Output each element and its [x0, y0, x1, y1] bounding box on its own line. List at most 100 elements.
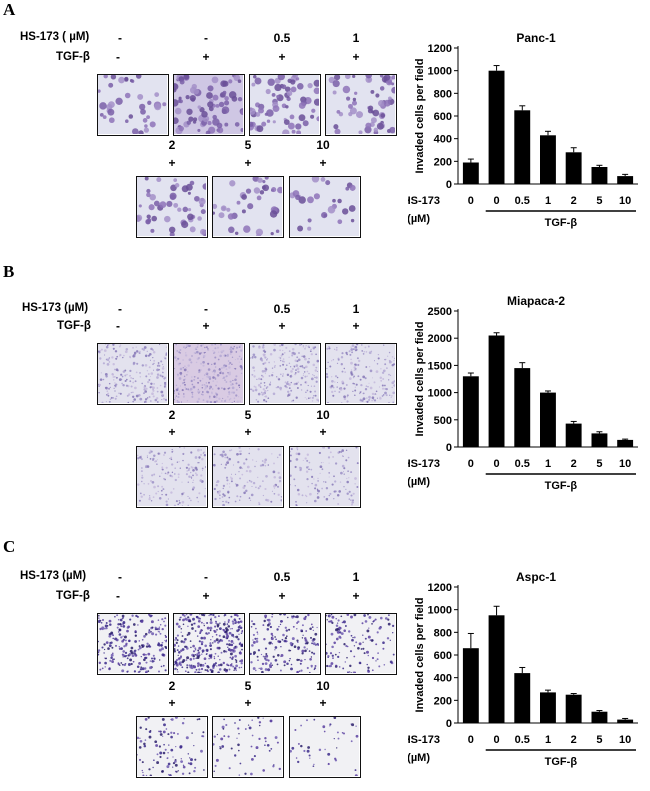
micrograph	[136, 716, 208, 778]
hs173-dose: -	[204, 31, 208, 45]
micrograph	[289, 176, 361, 238]
micrograph	[249, 343, 321, 405]
x-tick-label: 10	[619, 458, 631, 470]
y-tick-label: 1200	[428, 582, 452, 594]
tgf-beta-sign: +	[278, 50, 286, 64]
bar	[591, 167, 608, 184]
micrograph	[249, 613, 321, 675]
bar	[565, 152, 582, 184]
tgf-beta-sign: +	[168, 696, 176, 710]
tgf-beta-sign: +	[244, 696, 252, 710]
hs173-dose: 0.5	[273, 570, 291, 584]
x-tick-label: 0.5	[515, 458, 530, 470]
chart-title: Aspc-1	[516, 571, 556, 584]
x-tick-label: 5	[596, 734, 602, 746]
x-row-label: HS-173	[408, 195, 440, 207]
tgf-beta-sign: +	[278, 319, 286, 333]
hs173-dose: -	[204, 302, 208, 316]
tgf-beta-sign: +	[319, 425, 327, 439]
tgf-beta-label: TGF-β	[57, 320, 91, 332]
x-tick-label: 1	[545, 195, 551, 207]
x-tick-label: 0	[468, 458, 474, 470]
micrograph	[325, 74, 397, 136]
x-tick-label: 0	[494, 195, 500, 207]
hs173-dose: -	[118, 570, 122, 584]
y-tick-label: 600	[434, 111, 452, 123]
hs173-dose: 5	[244, 679, 252, 693]
chart-title: Panc-1	[516, 32, 556, 45]
x-tick-label: 10	[619, 734, 631, 746]
tgf-beta-sign: +	[244, 156, 252, 170]
y-tick-label: 2500	[428, 306, 452, 318]
y-tick-label: 400	[434, 134, 452, 146]
tgf-beta-sign: +	[319, 696, 327, 710]
x-tick-label: 0.5	[515, 734, 530, 746]
bar	[565, 694, 582, 723]
micrograph	[136, 176, 208, 238]
tgf-beta-sign: +	[202, 319, 210, 333]
bar	[488, 70, 505, 184]
x-tick-label: 2	[571, 195, 577, 207]
y-axis-label: Invaded cells per field	[414, 598, 426, 713]
x-tick-label: 5	[596, 458, 602, 470]
y-tick-label: 0	[446, 179, 452, 191]
micrograph	[97, 613, 169, 675]
y-tick-label: 2000	[428, 333, 452, 345]
micrograph	[136, 446, 208, 508]
tgf-beta-sign: +	[352, 50, 360, 64]
micrograph	[212, 716, 284, 778]
panel-letter: B	[3, 262, 15, 281]
hs173-dose: 10	[316, 138, 330, 152]
tgf-group-label: TGF-β	[545, 480, 578, 492]
bar	[617, 719, 634, 723]
y-tick-label: 400	[434, 673, 452, 685]
tgf-group-label: TGF-β	[545, 217, 578, 229]
tgf-beta-sign: +	[244, 425, 252, 439]
tgf-beta-sign: +	[352, 589, 360, 603]
y-tick-label: 1200	[428, 43, 452, 55]
y-tick-label: 0	[446, 718, 452, 730]
y-axis-label: Invaded cells per field	[414, 59, 426, 174]
y-tick-label: 800	[434, 88, 452, 100]
x-tick-label: 1	[545, 734, 551, 746]
hs173-dose: 1	[352, 31, 360, 45]
y-tick-label: 200	[434, 695, 452, 707]
tgf-beta-sign: +	[168, 156, 176, 170]
x-tick-label: 10	[619, 195, 631, 207]
bar	[462, 648, 479, 723]
x-unit-label: (µM)	[408, 752, 430, 764]
bar	[540, 692, 556, 723]
panel-letter: A	[3, 0, 16, 19]
x-tick-label: 0.5	[515, 195, 530, 207]
y-tick-label: 800	[434, 627, 452, 639]
y-tick-label: 1500	[428, 360, 452, 372]
micrograph	[249, 74, 321, 136]
hs173-dose: -	[118, 302, 122, 316]
tgf-beta-sign: +	[168, 425, 176, 439]
x-tick-label: 0	[468, 734, 474, 746]
chart-title: Miapaca-2	[507, 295, 565, 308]
bar	[617, 439, 634, 447]
y-tick-label: 1000	[428, 388, 452, 400]
bar	[488, 335, 505, 447]
x-row-label: HS-173	[408, 734, 440, 746]
tgf-beta-label: TGF-β	[56, 590, 90, 602]
micrograph	[325, 613, 397, 675]
y-tick-label: 0	[446, 442, 452, 454]
bar	[462, 162, 479, 184]
bar	[488, 615, 505, 723]
hs173-dose: 10	[316, 679, 330, 693]
hs173-dose: 2	[168, 679, 176, 693]
x-tick-label: 0	[494, 458, 500, 470]
x-tick-label: 2	[571, 734, 577, 746]
micrograph	[97, 74, 169, 136]
tgf-beta-sign: +	[319, 156, 327, 170]
y-tick-label: 1000	[428, 605, 452, 617]
panel-letter: C	[3, 537, 16, 556]
micrograph	[325, 343, 397, 405]
micrograph	[289, 446, 361, 508]
bar	[514, 673, 531, 723]
